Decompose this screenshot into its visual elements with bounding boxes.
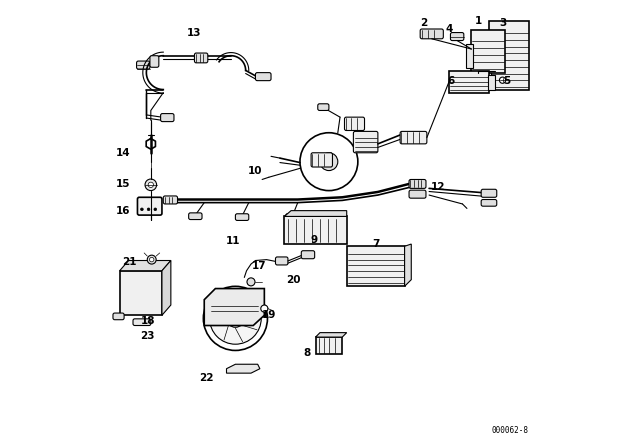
FancyBboxPatch shape [189, 213, 202, 220]
FancyBboxPatch shape [409, 190, 426, 198]
FancyBboxPatch shape [400, 131, 427, 144]
Circle shape [320, 153, 338, 171]
Circle shape [227, 310, 244, 327]
Text: 11: 11 [226, 236, 241, 246]
Bar [472, 30, 505, 73]
FancyBboxPatch shape [150, 56, 159, 67]
Text: 12: 12 [431, 182, 445, 193]
Text: 21: 21 [122, 257, 137, 267]
FancyBboxPatch shape [353, 131, 378, 153]
Polygon shape [120, 260, 171, 271]
Text: 3: 3 [499, 18, 506, 28]
Text: 8: 8 [303, 348, 310, 358]
Text: 20: 20 [286, 275, 301, 284]
Circle shape [499, 77, 506, 83]
Text: 2: 2 [420, 18, 427, 28]
FancyBboxPatch shape [285, 214, 299, 220]
Text: 000062-8: 000062-8 [492, 426, 529, 435]
FancyBboxPatch shape [136, 61, 150, 69]
Bar [489, 22, 529, 90]
Text: 1: 1 [474, 17, 482, 26]
Circle shape [154, 208, 157, 211]
FancyBboxPatch shape [236, 214, 249, 220]
Circle shape [150, 258, 154, 262]
FancyBboxPatch shape [481, 199, 497, 206]
FancyBboxPatch shape [113, 313, 124, 320]
FancyBboxPatch shape [318, 104, 329, 111]
Circle shape [300, 133, 358, 190]
Text: 5: 5 [504, 76, 511, 86]
Circle shape [247, 278, 255, 286]
Text: 14: 14 [116, 148, 131, 158]
FancyBboxPatch shape [301, 251, 315, 259]
FancyBboxPatch shape [409, 180, 426, 188]
FancyBboxPatch shape [481, 189, 497, 197]
FancyBboxPatch shape [138, 197, 162, 215]
Text: 16: 16 [116, 206, 131, 215]
FancyBboxPatch shape [344, 117, 365, 130]
Text: 19: 19 [262, 310, 276, 320]
FancyBboxPatch shape [133, 319, 151, 326]
Circle shape [148, 182, 154, 188]
FancyBboxPatch shape [275, 257, 288, 265]
Polygon shape [162, 260, 171, 315]
Bar [120, 271, 162, 315]
Circle shape [145, 179, 157, 190]
Bar [484, 30, 490, 84]
FancyBboxPatch shape [163, 196, 177, 204]
Text: 4: 4 [445, 24, 453, 34]
Circle shape [204, 286, 268, 350]
Text: 6: 6 [448, 76, 455, 86]
FancyBboxPatch shape [451, 33, 464, 41]
Circle shape [147, 208, 150, 211]
Circle shape [260, 305, 268, 312]
Text: 17: 17 [252, 261, 266, 271]
FancyBboxPatch shape [311, 153, 332, 167]
Text: 9: 9 [310, 235, 318, 245]
Bar [284, 216, 347, 244]
FancyBboxPatch shape [195, 53, 208, 63]
FancyBboxPatch shape [255, 73, 271, 81]
Polygon shape [404, 244, 412, 286]
Circle shape [147, 255, 156, 264]
Text: 7: 7 [372, 239, 380, 249]
Bar [347, 246, 404, 286]
Bar [449, 71, 489, 93]
Text: 23: 23 [140, 331, 155, 341]
Text: 10: 10 [248, 167, 262, 177]
Text: 13: 13 [187, 28, 202, 39]
Circle shape [209, 293, 261, 344]
Polygon shape [227, 364, 260, 373]
FancyBboxPatch shape [161, 114, 174, 121]
Text: 18: 18 [140, 316, 155, 326]
Circle shape [141, 208, 143, 211]
Text: 22: 22 [199, 373, 214, 383]
Text: 15: 15 [116, 179, 131, 189]
Bar [316, 337, 342, 354]
FancyBboxPatch shape [420, 29, 444, 39]
Bar [488, 75, 495, 90]
Polygon shape [204, 289, 264, 326]
Polygon shape [316, 332, 347, 337]
Bar [466, 44, 473, 68]
Polygon shape [284, 211, 347, 216]
